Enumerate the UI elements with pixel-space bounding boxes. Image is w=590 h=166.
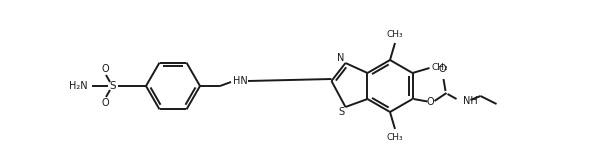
Text: O: O — [101, 64, 109, 74]
Text: NH: NH — [463, 96, 477, 106]
Text: CH₃: CH₃ — [431, 63, 448, 72]
Text: CH₃: CH₃ — [386, 133, 404, 142]
Text: S: S — [110, 81, 116, 91]
Text: CH₃: CH₃ — [386, 30, 404, 39]
Text: O: O — [427, 97, 434, 107]
Text: HN: HN — [232, 76, 247, 86]
Text: O: O — [101, 98, 109, 108]
Text: O: O — [439, 64, 446, 74]
Text: N: N — [337, 53, 344, 63]
Text: S: S — [339, 107, 345, 117]
Text: H₂N: H₂N — [70, 81, 88, 91]
